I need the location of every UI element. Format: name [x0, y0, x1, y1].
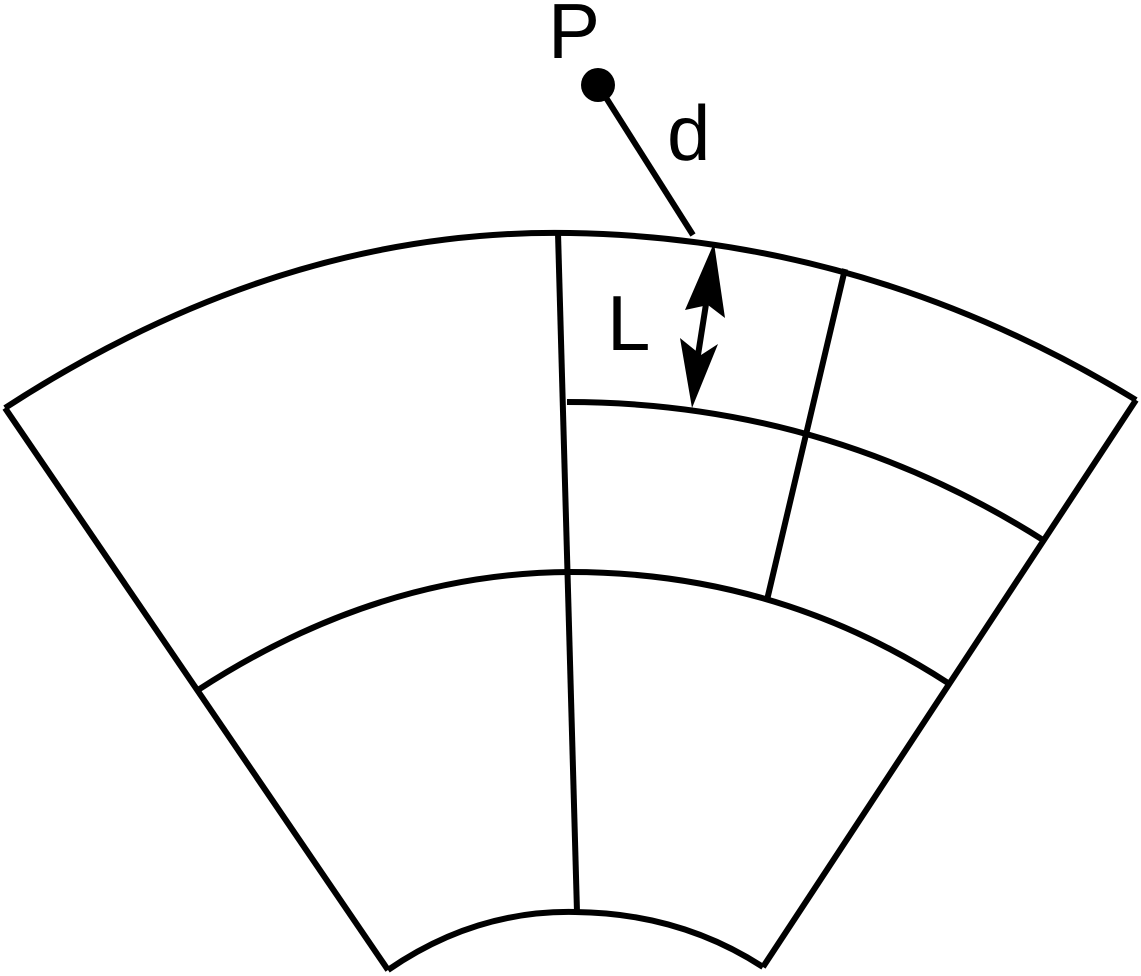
- left-radial-edge: [2, 406, 391, 972]
- refined-arc: [566, 399, 1045, 543]
- inner-arc: [386, 908, 765, 973]
- cell-size-label: L: [607, 279, 650, 367]
- cell-size-arrowhead-down: [680, 338, 718, 408]
- right-radial-edge: [760, 398, 1139, 969]
- outer-arc: [3, 229, 1138, 411]
- distance-line-d: [595, 83, 696, 237]
- distance-label: d: [667, 89, 710, 177]
- center-radial-line: [555, 232, 580, 913]
- refined-radial-line: [764, 268, 848, 601]
- point-label: P: [548, 0, 600, 75]
- cell-size-arrowhead-up: [685, 243, 725, 318]
